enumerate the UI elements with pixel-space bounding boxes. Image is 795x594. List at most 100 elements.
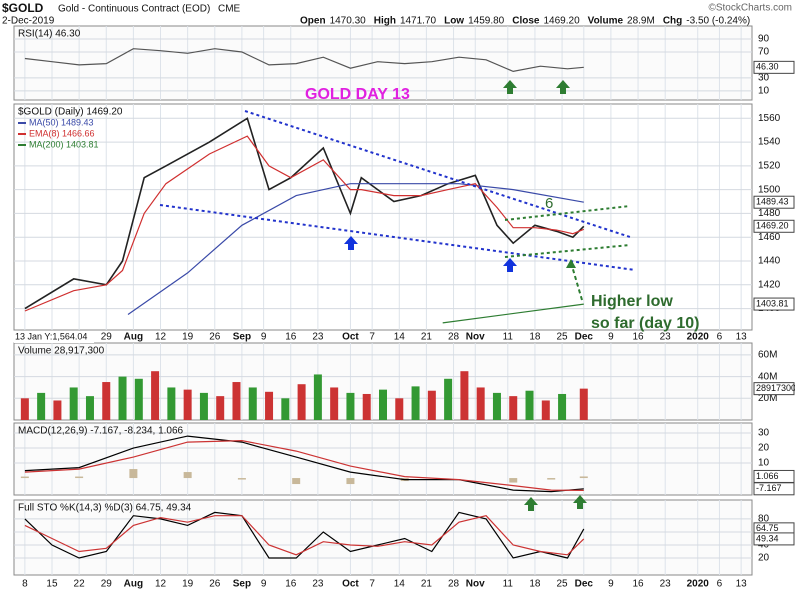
x-tick-label: 14 xyxy=(394,579,406,590)
volume-bar xyxy=(85,396,94,420)
histogram-bar xyxy=(509,478,518,483)
quote-value: 1471.70 xyxy=(400,16,437,27)
volume-bar xyxy=(134,378,143,420)
annotations: GOLD DAY 13 6 Higher low so far (day 10) xyxy=(159,80,699,511)
y-tick-label: 1420 xyxy=(758,279,781,290)
volume-bar xyxy=(118,376,127,420)
volume-bar xyxy=(411,386,420,420)
date: 2-Dec-2019 xyxy=(2,16,55,27)
x-tick-label: 16 xyxy=(285,579,297,590)
x-tick-label: 8 xyxy=(22,579,28,590)
x-tick-label: Sep xyxy=(233,332,251,343)
volume-bar xyxy=(102,382,111,420)
x-tick-label: 16 xyxy=(632,579,644,590)
histogram-bar xyxy=(20,476,29,479)
quote-label: Close xyxy=(512,16,540,27)
quote-value: 28.9M xyxy=(627,16,655,27)
x-tick-label: 14 xyxy=(394,332,406,343)
volume-bar xyxy=(183,389,192,420)
arrow xyxy=(556,80,570,94)
legend-entry: MA(50) 1489.43 xyxy=(29,117,94,127)
plots: Open 1470.30 High 1471.70 Low 1459.80 Close 146… xyxy=(13,16,795,590)
quote-value: 1469.20 xyxy=(543,16,580,27)
volume-bar xyxy=(379,389,387,420)
legend-entry: MA(200) 1403.81 xyxy=(29,139,99,149)
value-tag xyxy=(753,219,795,233)
x-tick-label: 2020 xyxy=(687,332,710,343)
y-tick-label: 60M xyxy=(758,350,777,361)
volume-bar xyxy=(20,398,29,420)
annotation-title: GOLD DAY 13 xyxy=(305,86,410,103)
x-tick-label: 29 xyxy=(101,332,113,343)
series-line xyxy=(24,435,584,493)
arrow xyxy=(344,236,358,250)
x-tick-label: Dec xyxy=(575,332,594,343)
x-tick-label: 16 xyxy=(285,332,297,343)
source: ©StockCharts.com xyxy=(708,3,792,14)
y-tick-label: 90 xyxy=(758,34,770,45)
series-line xyxy=(24,135,585,312)
volume-bar xyxy=(216,396,225,420)
x-tick-label: 26 xyxy=(209,579,221,590)
quote-label: Low xyxy=(444,16,464,27)
quote-value: 1470.30 xyxy=(330,16,367,27)
y-tick-label: 20 xyxy=(758,553,770,564)
series-line xyxy=(127,183,584,315)
volume-bar xyxy=(362,393,371,420)
volume-bar xyxy=(69,387,78,420)
value-tag xyxy=(753,482,795,496)
legend-entry: EMA(8) 1466.66 xyxy=(29,128,95,138)
series-line xyxy=(24,117,585,310)
histogram-bar xyxy=(75,476,84,479)
value-tag-label: 1.066 xyxy=(756,471,779,481)
value-tag xyxy=(753,382,795,396)
series-line xyxy=(24,48,584,73)
annotation-count: 6 xyxy=(545,195,553,212)
series-line xyxy=(24,439,584,491)
panel xyxy=(13,499,753,576)
x-tick-label: 21 xyxy=(421,332,433,343)
x-tick-label: 19 xyxy=(182,579,194,590)
x-tick-label: 29 xyxy=(101,579,113,590)
volume-bar xyxy=(558,393,567,420)
histogram-bar xyxy=(183,472,192,479)
panel-label: $GOLD (Daily) 1469.20 xyxy=(18,107,123,118)
x-tick-label: 12 xyxy=(155,332,167,343)
y-tick-label: 70 xyxy=(758,47,770,58)
histogram-bar xyxy=(292,478,301,485)
x-tick-label: 15 xyxy=(46,579,58,590)
y-tick-label: 40M xyxy=(758,371,777,382)
x-tick-label: 7 xyxy=(369,332,375,343)
x-tick-label: 9 xyxy=(261,579,267,590)
volume-bar xyxy=(297,384,306,420)
x-tick-label: 2020 xyxy=(687,579,710,590)
quote-label: Chg xyxy=(663,16,682,27)
value-tag-label: 46.30 xyxy=(756,62,779,72)
y-tick-label: 1480 xyxy=(758,208,781,219)
x-tick-label: 9 xyxy=(608,579,614,590)
volume-bar xyxy=(460,371,469,420)
quote-label: Volume xyxy=(588,16,624,27)
volume-bar xyxy=(167,387,176,420)
panel-label: MACD(12,26,9) -7.167, -8.234, 1.066 xyxy=(18,426,184,437)
x-tick-label: 9 xyxy=(261,332,267,343)
arrow xyxy=(524,497,538,511)
arrow-head xyxy=(566,259,576,268)
quote-label: High xyxy=(374,16,396,27)
panel xyxy=(13,25,753,101)
arrow xyxy=(503,80,517,94)
x-tick-label: 23 xyxy=(312,579,324,590)
value-tag-label: 28917300 xyxy=(756,383,795,393)
arrow xyxy=(503,258,517,272)
exchange: CME xyxy=(218,4,241,15)
trend-line xyxy=(159,204,636,271)
y-tick-label: 1540 xyxy=(758,137,781,148)
volume-bar xyxy=(476,387,485,420)
histogram-bar xyxy=(346,478,355,485)
volume-bar xyxy=(525,390,534,420)
value-tag xyxy=(753,195,795,209)
note-box xyxy=(14,331,94,343)
pointer xyxy=(571,265,583,301)
volume-bar xyxy=(579,388,588,420)
